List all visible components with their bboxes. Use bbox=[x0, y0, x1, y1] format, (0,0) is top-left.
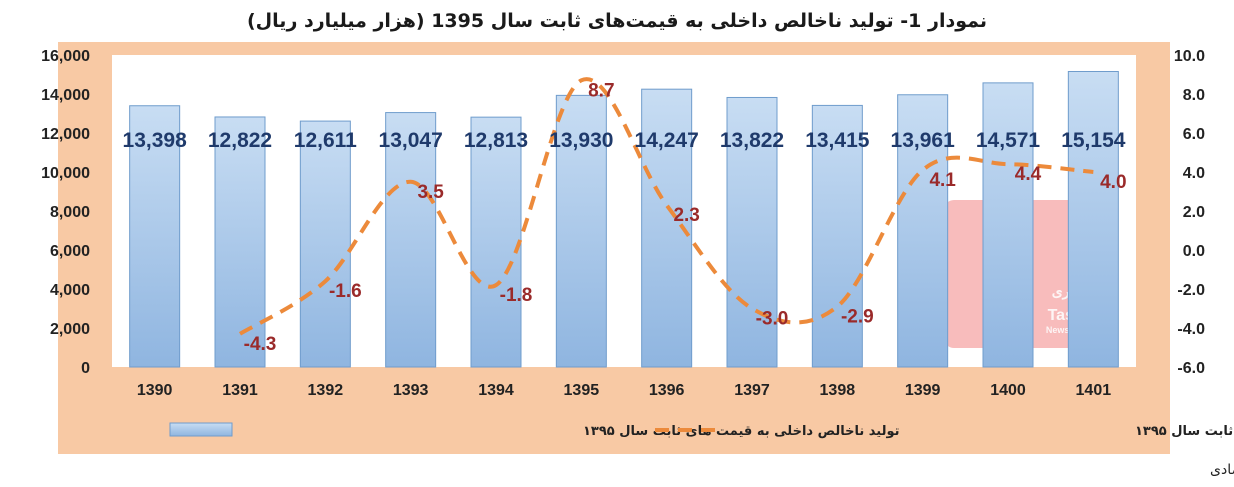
bar-value-label-1396: 14,247 bbox=[635, 129, 699, 152]
growth-value-label-1397: -3.0 bbox=[756, 309, 789, 330]
bar-value-label-1394: 12,813 bbox=[464, 129, 528, 152]
x-tick-1398: 1398 bbox=[820, 382, 856, 399]
y-left-tick-7: 14,000 bbox=[41, 87, 90, 104]
source-note: ماخذ: اداره حساب‌های اقتصادی bbox=[1210, 462, 1234, 478]
x-tick-1397: 1397 bbox=[734, 382, 770, 399]
line-labels-layer: -4.3 -1.6 3.5 -1.8 8.7 2.3 -3.0 -2.9 4.1 4.4 4.0 bbox=[244, 80, 1127, 355]
growth-value-label-1395: 8.7 bbox=[588, 80, 614, 101]
bar-1398 bbox=[811, 104, 863, 368]
growth-value-label-1401: 4.0 bbox=[1100, 172, 1126, 193]
x-tick-1390: 1390 bbox=[137, 382, 173, 399]
bar-value-label-1395: 13,930 bbox=[549, 129, 613, 152]
legend-bar-label: تولید ناخالص داخلی به قیمت های ثابت سال … bbox=[583, 424, 900, 439]
y-left-tick-2: 4,000 bbox=[50, 282, 90, 299]
bar-1397 bbox=[726, 96, 778, 368]
bar-1391 bbox=[214, 116, 266, 368]
x-tick-1393: 1393 bbox=[393, 382, 429, 399]
bar-1390 bbox=[129, 105, 181, 368]
bar-labels-layer: 13,398 12,822 12,611 13,047 12,813 13,930 14,2… bbox=[123, 129, 1126, 152]
x-tick-1394: 1394 bbox=[478, 382, 514, 399]
y-right-tick-0: -6.0 bbox=[1177, 360, 1205, 377]
bar-value-label-1392: 12,611 bbox=[294, 129, 357, 152]
growth-line bbox=[238, 77, 1094, 336]
y-left-tick-1: 2,000 bbox=[50, 321, 90, 338]
y-left-tick-4: 8,000 bbox=[50, 204, 90, 221]
y-left-tick-8: 16,000 bbox=[41, 48, 90, 65]
bar-value-label-1390: 13,398 bbox=[123, 129, 188, 152]
x-tick-1399: 1399 bbox=[905, 382, 941, 399]
x-tick-1396: 1396 bbox=[649, 382, 685, 399]
y-right-tick-1: -4.0 bbox=[1177, 321, 1205, 338]
growth-line-layer bbox=[238, 77, 1094, 336]
y-right-tick-5: 4.0 bbox=[1183, 165, 1205, 182]
y-left-tick-3: 6,000 bbox=[50, 243, 90, 260]
bar-value-label-1399: 13,961 bbox=[891, 129, 956, 152]
x-tick-1391: 1391 bbox=[222, 382, 258, 399]
bar-1401 bbox=[1067, 70, 1119, 368]
bar-1393 bbox=[385, 112, 437, 368]
y-axis-left: 0 2,000 4,000 6,000 8,000 10,000 12,000 14,000 1… bbox=[41, 48, 90, 377]
growth-value-label-1399: 4.1 bbox=[929, 170, 956, 191]
legend-line-label: رشد تولید ناخالص داخلی به قیمت های ثابت … bbox=[1135, 424, 1234, 439]
bar-value-label-1397: 13,822 bbox=[720, 129, 784, 152]
bar-value-label-1401: 15,154 bbox=[1061, 129, 1126, 152]
growth-value-label-1392: -1.6 bbox=[329, 281, 362, 302]
bar-1395 bbox=[555, 94, 607, 368]
y-right-tick-8: 10.0 bbox=[1174, 48, 1205, 65]
y-right-tick-4: 2.0 bbox=[1183, 204, 1205, 221]
legend: تولید ناخالص داخلی به قیمت های ثابت سال … bbox=[169, 422, 1234, 439]
bar-1394 bbox=[470, 116, 522, 368]
bars-layer bbox=[129, 70, 1119, 368]
legend-bar-swatch bbox=[169, 422, 233, 437]
y-left-tick-6: 12,000 bbox=[41, 126, 90, 143]
y-left-tick-5: 10,000 bbox=[41, 165, 90, 182]
bar-value-label-1398: 13,415 bbox=[805, 129, 870, 152]
y-right-tick-2: -2.0 bbox=[1177, 282, 1205, 299]
growth-value-label-1393: 3.5 bbox=[417, 182, 444, 203]
bar-1400 bbox=[982, 82, 1034, 368]
y-right-tick-7: 8.0 bbox=[1183, 87, 1205, 104]
growth-value-label-1394: -1.8 bbox=[500, 285, 533, 306]
bar-value-label-1400: 14,571 bbox=[976, 129, 1041, 152]
x-tick-1395: 1395 bbox=[564, 382, 600, 399]
plot-area bbox=[112, 55, 1136, 367]
x-tick-1400: 1400 bbox=[990, 382, 1026, 399]
growth-value-label-1391: -4.3 bbox=[244, 334, 277, 355]
y-right-tick-6: 6.0 bbox=[1183, 126, 1205, 143]
chart-title: نمودار 1- تولید ناخالص داخلی به قیمت‌های… bbox=[247, 10, 987, 32]
growth-value-label-1396: 2.3 bbox=[673, 205, 699, 226]
bar-value-label-1391: 12,822 bbox=[208, 129, 272, 152]
x-tick-1392: 1392 bbox=[308, 382, 344, 399]
growth-value-label-1398: -2.9 bbox=[841, 307, 874, 328]
x-axis: 1390 1391 1392 1393 1394 1395 1396 1397 1398 1399… bbox=[137, 382, 1111, 399]
bar-1392 bbox=[299, 120, 351, 368]
growth-value-label-1400: 4.4 bbox=[1015, 164, 1042, 185]
y-left-tick-0: 0 bbox=[81, 360, 90, 377]
y-right-tick-3: 0.0 bbox=[1183, 243, 1205, 260]
bar-1399 bbox=[897, 94, 949, 368]
y-axis-right: -6.0 -4.0 -2.0 0.0 2.0 4.0 6.0 8.0 10.0 bbox=[1174, 48, 1205, 377]
bar-value-label-1393: 13,047 bbox=[379, 129, 443, 152]
x-tick-1401: 1401 bbox=[1076, 382, 1112, 399]
